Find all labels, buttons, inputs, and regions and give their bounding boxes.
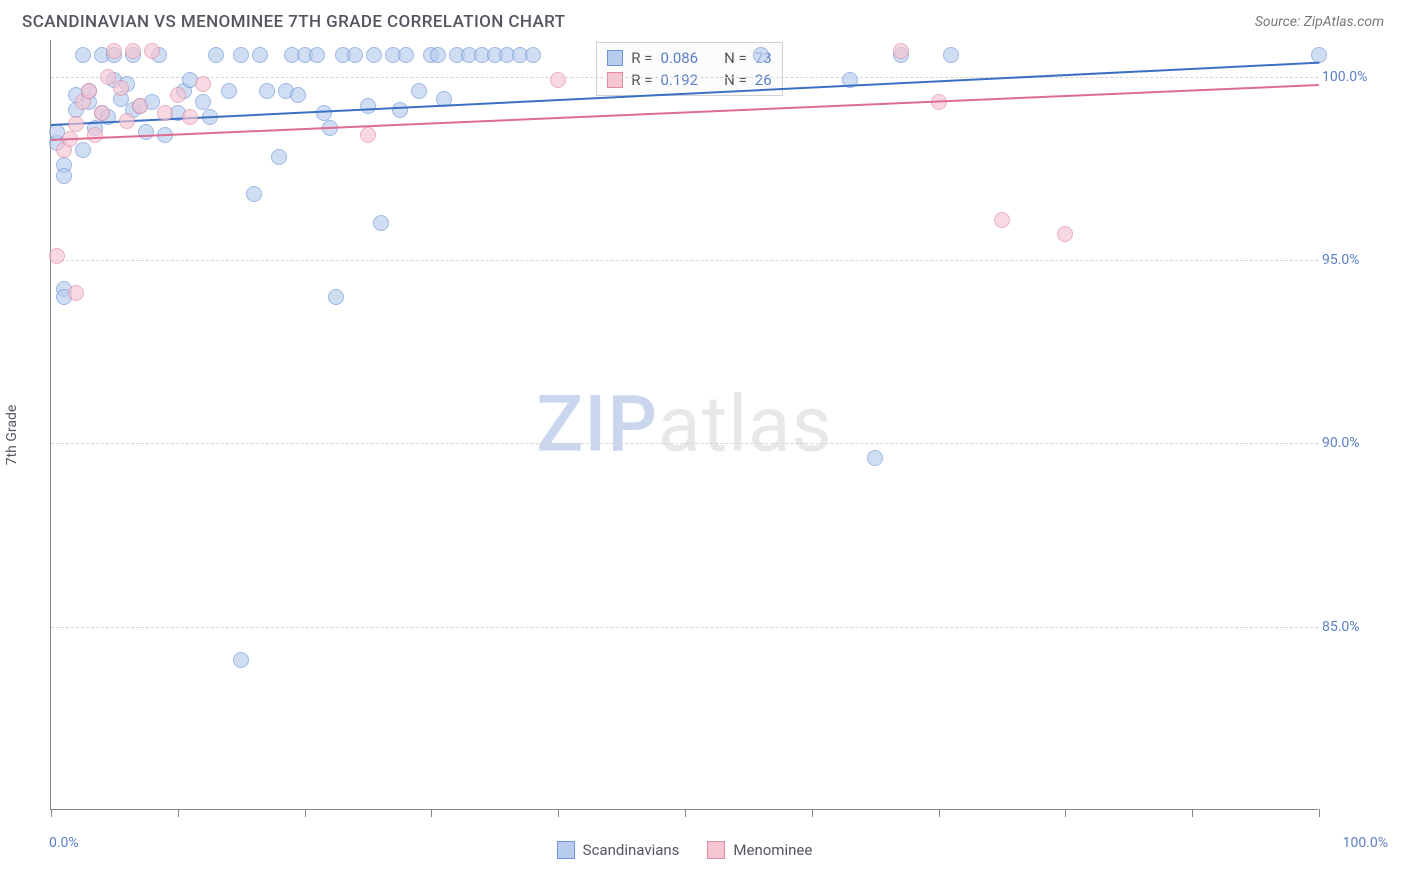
data-point: [360, 127, 376, 143]
data-point: [68, 116, 84, 132]
y-tick-label: 85.0%: [1322, 619, 1376, 635]
stats-r-label: R =: [631, 71, 652, 89]
x-tick: [1192, 809, 1193, 817]
data-point: [106, 43, 122, 59]
data-point: [259, 83, 275, 99]
data-point: [328, 289, 344, 305]
data-point: [525, 47, 541, 63]
legend-label: Menominee: [733, 841, 812, 859]
data-point: [132, 98, 148, 114]
data-point: [157, 105, 173, 121]
data-point: [195, 94, 211, 110]
stats-row: R = 0.192 N = 26: [607, 69, 771, 91]
data-point: [125, 43, 141, 59]
data-point: [347, 47, 363, 63]
stats-n-label: N =: [724, 71, 747, 89]
source-attribution: Source: ZipAtlas.com: [1255, 14, 1384, 30]
data-point: [75, 142, 91, 158]
data-point: [392, 102, 408, 118]
data-point: [994, 212, 1010, 228]
x-tick: [939, 809, 940, 817]
x-tick-label-max: 100.0%: [1343, 835, 1388, 851]
gridline: [51, 627, 1318, 628]
data-point: [119, 113, 135, 129]
data-point: [316, 105, 332, 121]
watermark-part2: atlas: [658, 379, 833, 470]
stats-r-value: 0.192: [660, 71, 698, 89]
data-point: [360, 98, 376, 114]
legend-swatch: [557, 841, 575, 859]
data-point: [195, 76, 211, 92]
data-point: [1057, 226, 1073, 242]
data-point: [170, 87, 186, 103]
stats-n-value: 26: [755, 71, 772, 89]
x-tick: [51, 809, 52, 817]
legend-item: Menominee: [707, 841, 812, 859]
data-point: [246, 186, 262, 202]
x-tick: [431, 809, 432, 817]
data-point: [309, 47, 325, 63]
x-tick: [1319, 809, 1320, 817]
gridline: [51, 260, 1318, 261]
data-point: [943, 47, 959, 63]
data-point: [68, 285, 84, 301]
stats-swatch: [607, 50, 623, 66]
x-tick: [812, 809, 813, 817]
legend-swatch: [707, 841, 725, 859]
x-tick-label-min: 0.0%: [49, 835, 79, 851]
watermark: ZIPatlas: [536, 379, 833, 470]
x-tick: [178, 809, 179, 817]
stats-r-value: 0.086: [660, 49, 698, 67]
data-point: [398, 47, 414, 63]
plot-area: ZIPatlas R = 0.086N = 73R = 0.192N = 26 …: [50, 40, 1318, 810]
stats-swatch: [607, 72, 623, 88]
data-point: [411, 83, 427, 99]
data-point: [94, 105, 110, 121]
y-tick-label: 100.0%: [1322, 69, 1376, 85]
stats-r-label: R =: [631, 49, 652, 67]
data-point: [233, 47, 249, 63]
data-point: [1311, 47, 1327, 63]
data-point: [290, 87, 306, 103]
x-tick: [558, 809, 559, 817]
data-point: [56, 168, 72, 184]
y-tick-label: 95.0%: [1322, 252, 1376, 268]
data-point: [867, 450, 883, 466]
legend: Scandinavians Menominee: [51, 841, 1318, 859]
gridline: [51, 77, 1318, 78]
data-point: [49, 248, 65, 264]
data-point: [221, 83, 237, 99]
data-point: [373, 215, 389, 231]
data-point: [233, 652, 249, 668]
y-tick-label: 90.0%: [1322, 435, 1376, 451]
x-tick: [685, 809, 686, 817]
data-point: [550, 72, 566, 88]
data-point: [81, 83, 97, 99]
data-point: [182, 109, 198, 125]
x-tick: [305, 809, 306, 817]
data-point: [113, 80, 129, 96]
data-point: [75, 47, 91, 63]
y-axis-label: 7th Grade: [4, 405, 20, 466]
watermark-part1: ZIP: [536, 379, 658, 470]
chart-container: 7th Grade ZIPatlas R = 0.086N = 73R = 0.…: [50, 40, 1378, 830]
data-point: [87, 127, 103, 143]
x-tick: [1065, 809, 1066, 817]
gridline: [51, 443, 1318, 444]
data-point: [366, 47, 382, 63]
legend-item: Scandinavians: [557, 841, 680, 859]
data-point: [271, 149, 287, 165]
chart-title: SCANDINAVIAN VS MENOMINEE 7TH GRADE CORR…: [22, 12, 565, 32]
data-point: [753, 47, 769, 63]
stats-row: R = 0.086N = 73: [607, 47, 771, 69]
data-point: [144, 43, 160, 59]
data-point: [893, 43, 909, 59]
stats-n-label: N =: [724, 49, 747, 67]
data-point: [138, 124, 154, 140]
legend-label: Scandinavians: [583, 841, 680, 859]
data-point: [252, 47, 268, 63]
data-point: [208, 47, 224, 63]
data-point: [430, 47, 446, 63]
